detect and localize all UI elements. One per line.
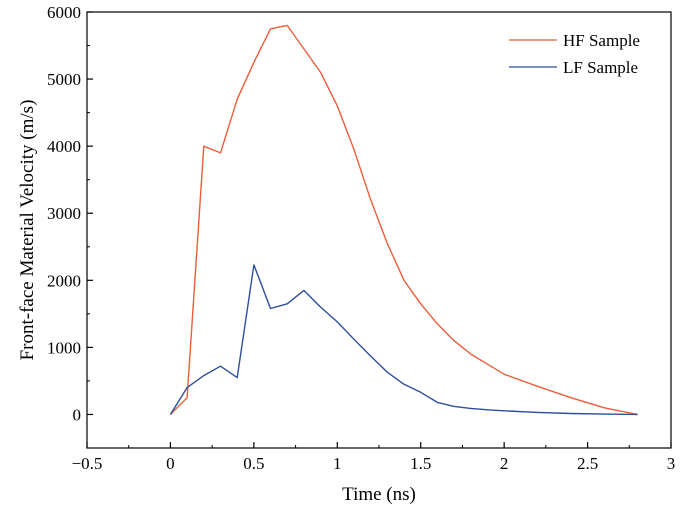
x-tick-label: 0.5 bbox=[243, 454, 264, 473]
x-tick-label: 1.5 bbox=[410, 454, 431, 473]
legend: HF Sample LF Sample bbox=[509, 31, 640, 77]
y-tick-label: 5000 bbox=[47, 70, 81, 89]
y-tick-label: 1000 bbox=[47, 338, 81, 357]
y-tick-label: 6000 bbox=[47, 3, 81, 22]
series-line-hf-sample bbox=[169, 24, 638, 416]
y-tick-label: 4000 bbox=[47, 137, 81, 156]
y-axis-ticks: 0 1000 2000 3000 4000 5000 6000 bbox=[47, 3, 93, 449]
x-axis-ticks: −0.5 0 0.5 1 1.5 2 2.5 3 bbox=[72, 442, 676, 473]
plot-frame bbox=[86, 11, 672, 449]
x-tick-label: −0.5 bbox=[72, 454, 103, 473]
x-tick-label: 0 bbox=[166, 454, 175, 473]
series-line-lf-sample bbox=[169, 264, 638, 416]
x-tick-label: 2 bbox=[500, 454, 509, 473]
x-tick-label: 2.5 bbox=[577, 454, 598, 473]
x-tick-label: 3 bbox=[667, 454, 676, 473]
series-layer bbox=[169, 24, 638, 416]
legend-label-hf-sample: HF Sample bbox=[563, 31, 640, 50]
legend-label-lf-sample: LF Sample bbox=[563, 58, 638, 77]
x-tick-label: 1 bbox=[333, 454, 342, 473]
x-axis-title: Time (ns) bbox=[342, 484, 416, 505]
y-axis-title: Front-face Material Velocity (m/s) bbox=[17, 100, 38, 361]
y-tick-label: 3000 bbox=[47, 204, 81, 223]
y-tick-label: 2000 bbox=[47, 271, 81, 290]
y-tick-label: 0 bbox=[73, 405, 82, 424]
